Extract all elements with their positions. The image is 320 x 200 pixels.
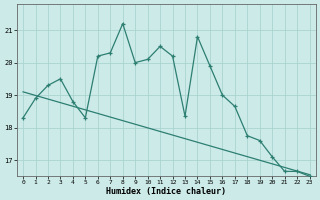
X-axis label: Humidex (Indice chaleur): Humidex (Indice chaleur) [106, 187, 226, 196]
